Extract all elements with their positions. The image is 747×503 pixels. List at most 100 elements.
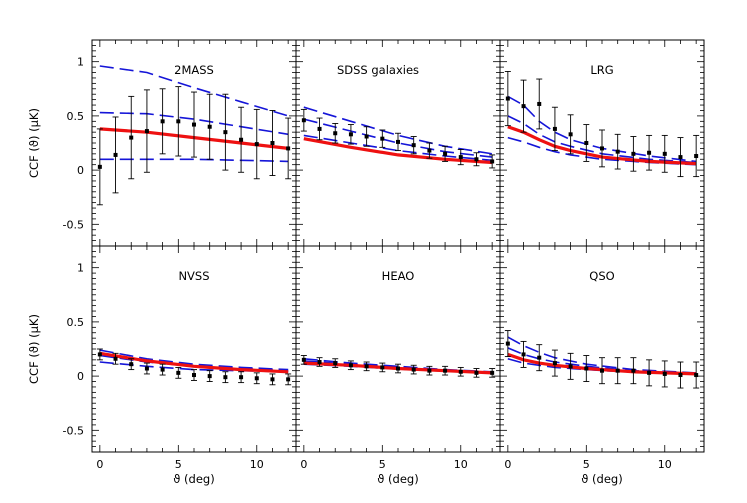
x-tick-label: 10 bbox=[454, 458, 468, 471]
model-band-line bbox=[99, 65, 289, 117]
x-tick-label: 0 bbox=[300, 458, 307, 471]
data-point bbox=[113, 356, 118, 361]
y-tick-label: 1 bbox=[77, 262, 84, 275]
data-point bbox=[364, 134, 369, 139]
data-point bbox=[207, 124, 212, 129]
best-fit-line bbox=[507, 125, 697, 166]
y-tick-label: 0.5 bbox=[67, 316, 85, 329]
data-point bbox=[380, 136, 385, 141]
data-point bbox=[192, 122, 196, 127]
data-point bbox=[396, 366, 400, 371]
data-point bbox=[458, 155, 463, 160]
data-point bbox=[254, 142, 259, 147]
data-point bbox=[474, 370, 479, 375]
x-axis-label: ϑ (deg) bbox=[173, 472, 214, 486]
x-tick-label: 10 bbox=[250, 458, 264, 471]
x-axis-label: ϑ (deg) bbox=[581, 472, 622, 486]
data-point bbox=[144, 129, 149, 134]
data-point bbox=[301, 118, 306, 123]
data-point bbox=[239, 375, 244, 380]
data-point bbox=[270, 377, 275, 382]
panel-2: SDSS galaxies bbox=[295, 39, 501, 247]
data-point bbox=[301, 357, 306, 362]
data-point bbox=[411, 143, 416, 148]
panel-title: SDSS galaxies bbox=[337, 63, 419, 77]
x-tick-label: 5 bbox=[175, 458, 182, 471]
data-point bbox=[521, 352, 526, 357]
x-axis-label: ϑ (deg) bbox=[377, 472, 418, 486]
data-point bbox=[443, 368, 448, 373]
data-point bbox=[380, 365, 385, 370]
data-point bbox=[411, 367, 416, 372]
y-tick-label: 0 bbox=[77, 164, 84, 177]
data-point bbox=[505, 96, 510, 101]
data-point bbox=[443, 151, 448, 156]
data-point bbox=[270, 141, 275, 145]
panel-title: HEAO bbox=[382, 269, 415, 283]
panel-title: QSO bbox=[589, 269, 614, 283]
data-point bbox=[286, 377, 291, 382]
data-point bbox=[160, 367, 165, 372]
data-point bbox=[317, 360, 322, 365]
data-point bbox=[552, 361, 557, 366]
data-point bbox=[348, 132, 353, 137]
data-point bbox=[207, 374, 212, 379]
data-point bbox=[662, 371, 667, 376]
data-point bbox=[631, 151, 636, 156]
panel-4: -0.500.510 5 10ϑ (deg)CCF (ϑ) (μK)NVSS bbox=[27, 245, 297, 486]
data-point bbox=[113, 152, 118, 157]
model-band-line bbox=[507, 115, 697, 164]
y-tick-label: 0.5 bbox=[67, 110, 85, 123]
data-point bbox=[568, 364, 573, 369]
data-point bbox=[600, 368, 604, 373]
data-point bbox=[254, 376, 259, 381]
x-tick-label: 0 bbox=[504, 458, 511, 471]
data-point bbox=[537, 101, 542, 106]
panel-title: NVSS bbox=[178, 269, 209, 283]
data-point bbox=[615, 368, 620, 373]
data-point bbox=[537, 355, 542, 360]
data-point bbox=[552, 126, 557, 131]
data-point bbox=[97, 352, 102, 357]
data-point bbox=[192, 373, 196, 378]
data-point bbox=[521, 104, 526, 109]
x-tick-label: 5 bbox=[379, 458, 386, 471]
x-tick-label: 0 bbox=[96, 458, 103, 471]
y-axis-label: CCF (ϑ) (μK) bbox=[27, 314, 41, 384]
y-tick-label: 0 bbox=[77, 370, 84, 383]
data-point bbox=[176, 370, 181, 375]
data-point bbox=[239, 137, 244, 142]
data-point bbox=[396, 139, 400, 144]
y-axis-label: CCF (ϑ) (μK) bbox=[27, 108, 41, 178]
data-point bbox=[647, 370, 652, 375]
data-point bbox=[144, 366, 149, 371]
data-point bbox=[364, 364, 369, 369]
data-point bbox=[678, 155, 683, 160]
data-point bbox=[223, 130, 228, 135]
data-point bbox=[317, 126, 322, 131]
panel-title: LRG bbox=[590, 63, 613, 77]
data-point bbox=[333, 131, 338, 136]
model-band-line bbox=[303, 106, 493, 155]
x-tick-label: 10 bbox=[658, 458, 672, 471]
data-point bbox=[129, 135, 134, 140]
data-point bbox=[129, 362, 134, 367]
curves bbox=[300, 355, 496, 378]
data-point bbox=[600, 146, 604, 151]
data-point bbox=[223, 375, 228, 380]
data-point bbox=[348, 363, 353, 368]
data-point bbox=[427, 368, 432, 373]
y-tick-label: -0.5 bbox=[63, 218, 84, 231]
data-point bbox=[615, 149, 620, 154]
data-point bbox=[97, 164, 102, 169]
curves bbox=[504, 330, 700, 389]
model-band-line bbox=[507, 95, 697, 163]
data-point bbox=[458, 369, 463, 374]
curves bbox=[504, 70, 700, 178]
data-point bbox=[333, 361, 338, 366]
data-point bbox=[490, 370, 495, 375]
data-point bbox=[474, 157, 479, 162]
data-point bbox=[160, 119, 165, 124]
data-point bbox=[176, 119, 181, 124]
